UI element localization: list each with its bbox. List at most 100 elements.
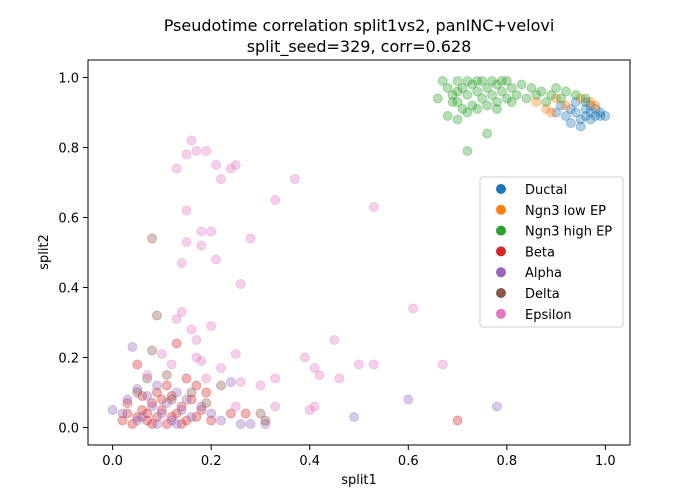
legend-label-ngn3-high-ep: Ngn3 high EP <box>525 225 612 240</box>
point-beta-12 <box>176 401 187 412</box>
point-ngn3-high-ep-40 <box>462 146 473 156</box>
point-alpha-27 <box>151 419 162 429</box>
point-ductal-17 <box>565 118 576 128</box>
point-epsilon-16 <box>196 356 207 366</box>
point-ngn3-high-ep-0 <box>437 76 448 86</box>
legend-marker-delta <box>496 288 506 298</box>
legend-label-delta: Delta <box>525 287 560 302</box>
point-beta-2 <box>127 419 138 429</box>
point-ngn3-high-ep-44 <box>491 104 502 114</box>
point-beta-7 <box>151 412 162 422</box>
point-alpha-23 <box>349 412 360 422</box>
point-alpha-6 <box>142 391 153 401</box>
point-alpha-12 <box>171 387 182 398</box>
point-epsilon-23 <box>216 363 227 373</box>
point-ngn3-high-ep-36 <box>452 114 463 125</box>
point-beta-1 <box>122 408 133 419</box>
point-ngn3-low-ep-7 <box>546 107 557 118</box>
point-delta-7 <box>186 387 197 398</box>
point-epsilon-48 <box>201 373 212 384</box>
point-beta-26 <box>122 398 133 408</box>
point-alpha-7 <box>147 401 158 412</box>
point-alpha-4 <box>132 384 143 394</box>
plot-area-frame <box>87 59 631 446</box>
point-beta-14 <box>186 394 197 405</box>
point-beta-29 <box>452 415 463 426</box>
point-ductal-15 <box>570 97 581 107</box>
point-epsilon-22 <box>216 174 227 184</box>
point-epsilon-30 <box>255 380 266 391</box>
point-ductal-10 <box>590 111 601 121</box>
chart-title-line1: Pseudotime correlation split1vs2, panINC… <box>164 16 555 35</box>
x-tick-label-3: 0.6 <box>398 454 419 469</box>
point-beta-15 <box>191 412 202 422</box>
point-delta-10 <box>255 408 266 419</box>
point-ngn3-high-ep-2 <box>447 90 458 100</box>
y-tick-label-5: 1.0 <box>58 72 79 87</box>
x-tick-label-5: 1.0 <box>595 454 616 469</box>
point-epsilon-46 <box>270 401 281 412</box>
point-ngn3-high-ep-10 <box>472 86 483 97</box>
point-ductal-8 <box>585 107 596 118</box>
point-delta-5 <box>161 370 172 380</box>
y-tick-label-0: 0.0 <box>58 422 79 437</box>
point-epsilon-13 <box>191 335 202 345</box>
point-ngn3-high-ep-35 <box>442 111 453 121</box>
point-epsilon-15 <box>196 226 207 237</box>
point-epsilon-27 <box>235 279 246 289</box>
point-alpha-5 <box>137 412 148 422</box>
point-epsilon-2 <box>166 359 177 370</box>
point-epsilon-41 <box>368 359 379 370</box>
point-ngn3-high-ep-46 <box>472 76 483 86</box>
legend-marker-beta <box>496 246 506 257</box>
point-epsilon-31 <box>270 373 281 384</box>
point-ductal-7 <box>580 104 591 114</box>
point-alpha-18 <box>216 415 227 426</box>
point-alpha-11 <box>166 415 177 426</box>
point-ductal-16 <box>580 97 591 107</box>
point-ngn3-high-ep-6 <box>462 76 473 86</box>
point-epsilon-8 <box>181 237 192 247</box>
y-tick-label-2: 0.4 <box>58 282 79 297</box>
point-alpha-8 <box>151 380 162 391</box>
point-epsilon-6 <box>176 307 187 317</box>
point-delta-4 <box>151 310 162 321</box>
legend-marker-ngn3-low-ep <box>496 204 506 215</box>
point-beta-22 <box>181 373 192 384</box>
point-alpha-24 <box>403 394 414 405</box>
point-ductal-13 <box>595 111 606 121</box>
point-beta-25 <box>137 391 148 401</box>
point-ductal-2 <box>565 104 576 114</box>
point-ngn3-high-ep-8 <box>467 79 478 90</box>
point-beta-33 <box>156 394 167 405</box>
point-beta-31 <box>176 419 187 429</box>
point-delta-3 <box>147 345 158 356</box>
point-alpha-2 <box>122 394 133 405</box>
point-epsilon-25 <box>230 349 241 359</box>
point-ngn3-high-ep-27 <box>536 86 547 97</box>
point-epsilon-42 <box>408 303 419 314</box>
x-tick-label-2: 0.4 <box>299 454 320 469</box>
point-ngn3-low-ep-3 <box>560 100 571 111</box>
point-ductal-14 <box>600 111 611 121</box>
point-ductal-4 <box>575 114 586 125</box>
point-ngn3-high-ep-45 <box>452 86 463 97</box>
point-epsilon-33 <box>289 174 300 184</box>
point-epsilon-19 <box>206 321 217 331</box>
point-epsilon-10 <box>186 135 197 146</box>
point-ngn3-low-ep-6 <box>590 100 601 111</box>
point-beta-30 <box>191 380 202 391</box>
point-ngn3-high-ep-9 <box>467 100 478 111</box>
point-delta-6 <box>166 394 177 405</box>
point-epsilon-36 <box>314 370 325 380</box>
point-ngn3-high-ep-12 <box>477 93 488 104</box>
point-ngn3-high-ep-16 <box>491 79 502 90</box>
point-beta-34 <box>142 408 153 419</box>
point-ngn3-high-ep-13 <box>482 83 493 93</box>
point-epsilon-9 <box>181 149 192 160</box>
point-beta-6 <box>147 398 158 408</box>
point-ngn3-high-ep-43 <box>432 93 443 104</box>
y-tick-label-1: 0.2 <box>58 352 79 367</box>
point-alpha-26 <box>132 415 143 426</box>
